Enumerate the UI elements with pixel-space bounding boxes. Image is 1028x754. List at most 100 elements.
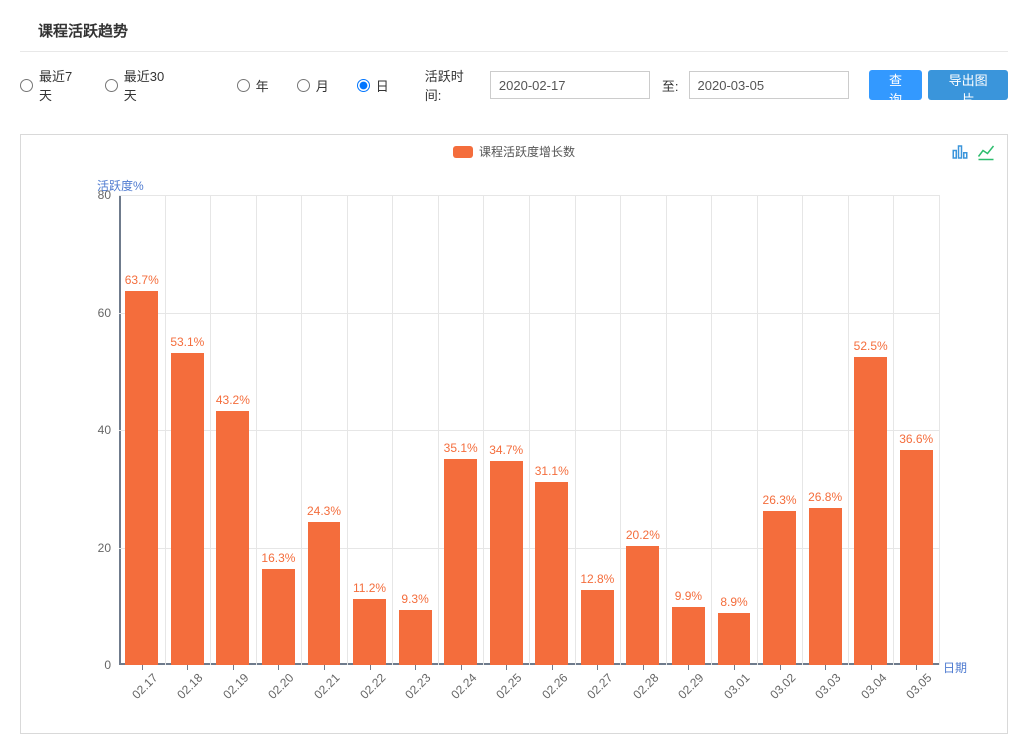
chart-legend[interactable]: 课程活跃度增长数 [21,143,1007,160]
chart-panel: 课程活跃度增长数 活跃度% 日期 02040608063.7%02.1753.1… [20,134,1008,734]
y-tick-label: 60 [98,306,119,320]
bar[interactable] [490,461,523,665]
granularity-year-input[interactable] [237,79,250,92]
x-tick [370,665,371,670]
bar[interactable] [535,482,568,665]
range-7-input[interactable] [20,79,33,92]
x-tick-label: 02.21 [311,671,342,702]
x-tick [597,665,598,670]
vertical-gridline [301,195,302,665]
title-row: 课程活跃趋势 [20,8,1008,52]
vertical-gridline [893,195,894,665]
x-tick-label: 03.05 [903,671,934,702]
x-tick [233,665,234,670]
chart-toolbox [951,143,995,161]
bar-value-label: 53.1% [160,335,214,349]
x-tick [825,665,826,670]
vertical-gridline [575,195,576,665]
x-tick-label: 02.19 [220,671,251,702]
bar[interactable] [626,546,659,665]
date-to-input[interactable] [689,71,849,99]
bar-value-label: 63.7% [115,273,169,287]
granularity-group: 年 月 日 [237,76,403,95]
bar[interactable] [216,411,249,665]
granularity-day-input[interactable] [357,79,370,92]
active-time-label: 活跃时间: [425,66,480,104]
x-tick-label: 03.03 [812,671,843,702]
export-image-button[interactable]: 导出图片 [928,70,1008,100]
bar-value-label: 36.6% [889,432,943,446]
bar-value-label: 8.9% [707,595,761,609]
bar-value-label: 16.3% [251,551,305,565]
y-tick-label: 40 [98,423,119,437]
bar[interactable] [353,599,386,665]
bar[interactable] [718,613,751,665]
bar[interactable] [399,610,432,665]
granularity-year-label: 年 [256,76,269,95]
bar[interactable] [809,508,842,665]
granularity-day-radio[interactable]: 日 [357,76,389,95]
bar-value-label: 9.3% [388,592,442,606]
x-tick-label: 02.24 [448,671,479,702]
bar-value-label: 31.1% [525,464,579,478]
x-tick-label: 03.01 [721,671,752,702]
x-tick [552,665,553,670]
granularity-day-label: 日 [376,76,389,95]
bar[interactable] [763,511,796,666]
bar[interactable] [308,522,341,665]
date-from-input[interactable] [490,71,650,99]
range-30-label: 最近30天 [124,66,177,104]
bar[interactable] [900,450,933,665]
x-tick-label: 02.25 [493,671,524,702]
x-tick [780,665,781,670]
granularity-month-radio[interactable]: 月 [297,76,329,95]
x-tick [278,665,279,670]
vertical-gridline [848,195,849,665]
range-30-radio[interactable]: 最近30天 [105,66,177,104]
plot-area: 02040608063.7%02.1753.1%02.1843.2%02.191… [119,195,939,665]
x-tick-label: 03.04 [858,671,889,702]
bar[interactable] [672,607,705,665]
bar[interactable] [854,357,887,665]
y-tick-label: 20 [98,541,119,555]
granularity-month-input[interactable] [297,79,310,92]
bar-value-label: 26.8% [798,490,852,504]
bar[interactable] [444,459,477,665]
vertical-gridline [939,195,940,665]
legend-label: 课程活跃度增长数 [479,143,575,160]
vertical-gridline [256,195,257,665]
range-7-radio[interactable]: 最近7天 [20,66,85,104]
filter-bar: 最近7天 最近30天 年 月 日 活跃时间: 至: 查询 导出图片 [20,52,1008,114]
range-30-input[interactable] [105,79,118,92]
x-tick [688,665,689,670]
x-tick [187,665,188,670]
x-tick [916,665,917,670]
x-tick-label: 02.22 [357,671,388,702]
legend-swatch [453,146,473,158]
bar-value-label: 34.7% [479,443,533,457]
bar[interactable] [581,590,614,665]
vertical-gridline [620,195,621,665]
x-tick-label: 02.28 [630,671,661,702]
x-tick [461,665,462,670]
granularity-month-label: 月 [316,76,329,95]
page-container: 课程活跃趋势 最近7天 最近30天 年 月 日 活跃时间: [0,0,1028,754]
to-label: 至: [662,76,679,95]
bar-chart-icon[interactable] [951,143,969,161]
granularity-year-radio[interactable]: 年 [237,76,269,95]
x-tick [324,665,325,670]
x-axis-title: 日期 [943,659,967,676]
x-tick-label: 02.18 [175,671,206,702]
bar-value-label: 20.2% [616,528,670,542]
bar[interactable] [171,353,204,665]
bar[interactable] [262,569,295,665]
bar[interactable] [125,291,158,665]
y-tick-label: 80 [98,188,119,202]
x-tick [415,665,416,670]
x-tick-label: 02.27 [585,671,616,702]
line-chart-icon[interactable] [977,143,995,161]
x-tick [142,665,143,670]
query-button[interactable]: 查询 [869,70,923,100]
bar-value-label: 24.3% [297,504,351,518]
page-title: 课程活跃趋势 [38,23,128,40]
